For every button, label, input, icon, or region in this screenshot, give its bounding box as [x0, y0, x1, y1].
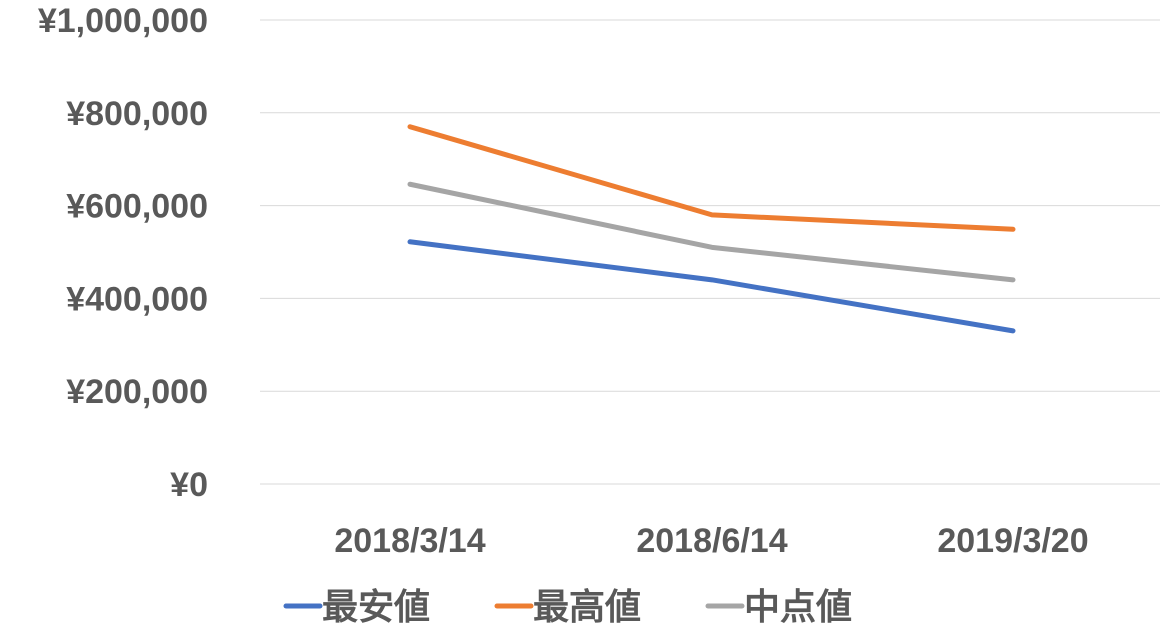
- x-tick-label: 2019/3/20: [937, 522, 1088, 560]
- legend-label: 中点値: [744, 587, 852, 628]
- legend-label: 最高値: [533, 587, 641, 628]
- y-tick-label: ¥400,000: [66, 280, 208, 318]
- legend: 最安値 最高値 中点値: [283, 587, 852, 628]
- y-tick-label: ¥200,000: [66, 373, 208, 411]
- gridlines: [260, 19, 1160, 485]
- y-axis-tick-labels: ¥0 ¥200,000 ¥400,000 ¥600,000 ¥800,000 ¥1,000…: [38, 2, 208, 504]
- y-tick-label: ¥600,000: [66, 188, 208, 226]
- y-tick-label: ¥0: [170, 466, 208, 504]
- x-tick-label: 2018/6/14: [636, 522, 787, 560]
- series-line: [407, 181, 1016, 283]
- legend-label: 最安値: [322, 587, 430, 628]
- y-tick-label: ¥800,000: [66, 95, 208, 133]
- x-tick-label: 2018/3/14: [334, 522, 485, 560]
- series-lines: [407, 124, 1016, 334]
- y-tick-label: ¥1,000,000: [38, 2, 208, 40]
- x-axis-tick-labels: 2018/3/14 2018/6/14 2019/3/20: [334, 522, 1088, 560]
- series-line: [407, 239, 1016, 334]
- series-line: [407, 124, 1016, 232]
